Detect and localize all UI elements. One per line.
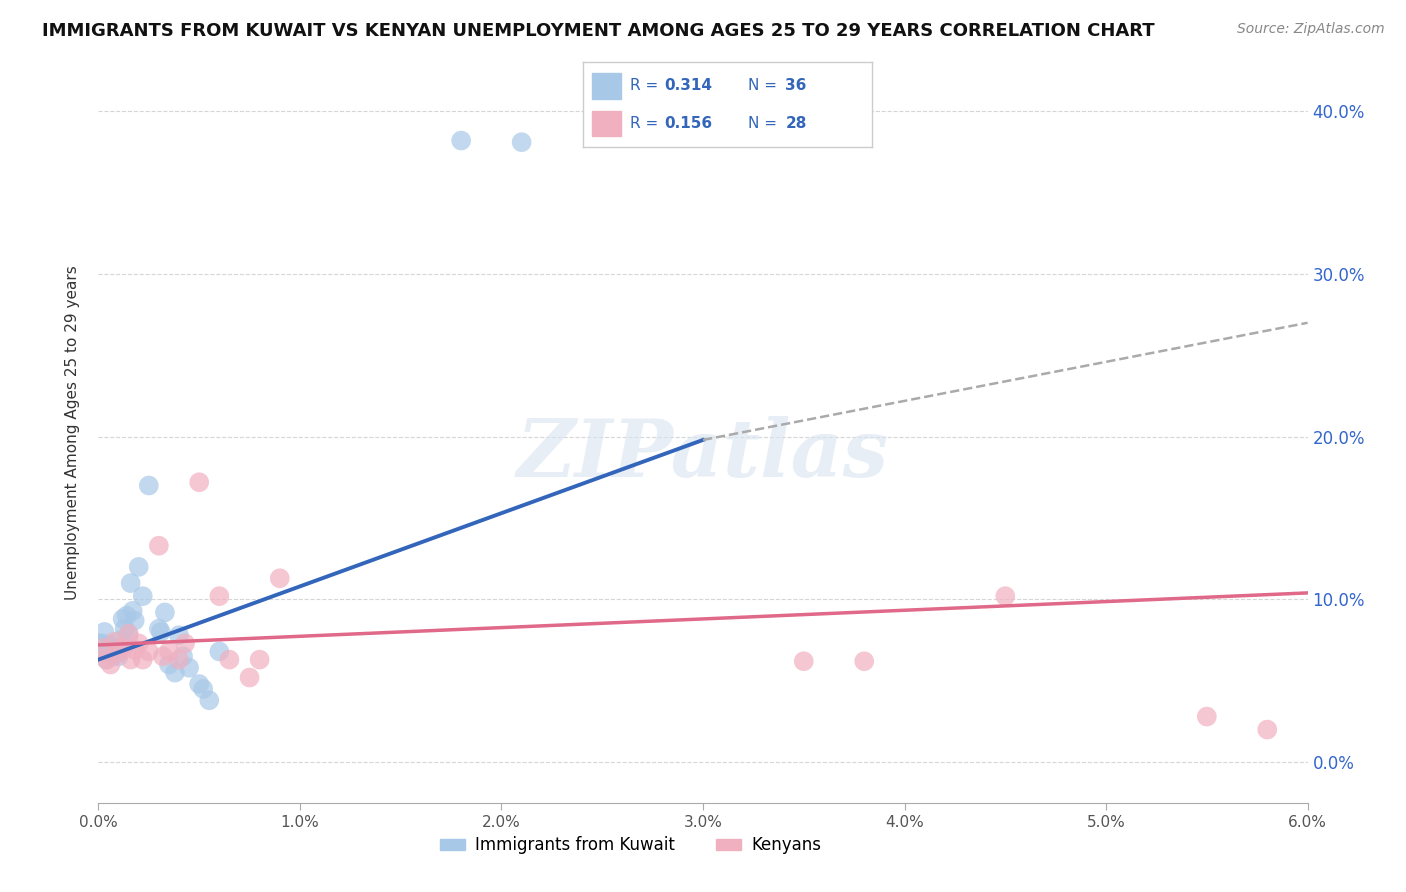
Point — [157, 644, 180, 658]
Point — [96, 652, 118, 666]
Point — [114, 622, 136, 636]
Point — [172, 649, 194, 664]
Point — [107, 646, 129, 660]
Point — [89, 644, 111, 658]
Point — [101, 649, 124, 664]
Point — [149, 624, 172, 639]
Point — [208, 644, 231, 658]
Point — [163, 665, 186, 680]
Point — [152, 649, 174, 664]
Point — [1195, 709, 1218, 723]
Point — [167, 652, 190, 666]
Point — [148, 539, 170, 553]
Point — [174, 636, 197, 650]
Point — [121, 604, 143, 618]
Point — [97, 644, 120, 658]
Point — [1256, 723, 1278, 737]
Bar — [592, 111, 621, 136]
Text: 36: 36 — [785, 78, 807, 94]
Text: R =: R = — [630, 78, 662, 94]
Point — [105, 641, 128, 656]
Point — [188, 677, 211, 691]
Y-axis label: Unemployment Among Ages 25 to 29 years: Unemployment Among Ages 25 to 29 years — [65, 265, 80, 600]
Point — [249, 652, 271, 666]
Point — [198, 693, 221, 707]
Point — [103, 643, 125, 657]
Point — [138, 478, 160, 492]
Point — [115, 608, 138, 623]
Point — [91, 641, 114, 656]
Point — [100, 657, 122, 672]
Point — [110, 633, 132, 648]
Point — [124, 643, 146, 657]
Text: Source: ZipAtlas.com: Source: ZipAtlas.com — [1237, 22, 1385, 37]
Point — [148, 622, 170, 636]
Point — [193, 681, 215, 696]
Point — [208, 589, 231, 603]
Point — [120, 576, 142, 591]
Text: 28: 28 — [785, 116, 807, 131]
Point — [103, 634, 125, 648]
Point — [188, 475, 211, 490]
Text: N =: N = — [748, 78, 782, 94]
Point — [111, 612, 134, 626]
Point — [450, 134, 472, 148]
Point — [157, 657, 180, 672]
Point — [124, 614, 146, 628]
Point — [118, 628, 141, 642]
Text: 0.314: 0.314 — [664, 78, 713, 94]
Point — [167, 628, 190, 642]
Point — [93, 624, 115, 639]
Point — [118, 626, 141, 640]
Bar — [592, 73, 621, 99]
Legend: Immigrants from Kuwait, Kenyans: Immigrants from Kuwait, Kenyans — [433, 830, 828, 861]
Point — [107, 649, 129, 664]
Point — [96, 652, 118, 666]
Point — [269, 571, 291, 585]
Point — [128, 636, 150, 650]
Text: ZIPatlas: ZIPatlas — [517, 416, 889, 493]
Point — [91, 636, 114, 650]
Text: R =: R = — [630, 116, 662, 131]
Point — [179, 661, 201, 675]
Text: 0.156: 0.156 — [664, 116, 713, 131]
Point — [100, 638, 122, 652]
Point — [239, 671, 262, 685]
Text: IMMIGRANTS FROM KUWAIT VS KENYAN UNEMPLOYMENT AMONG AGES 25 TO 29 YEARS CORRELAT: IMMIGRANTS FROM KUWAIT VS KENYAN UNEMPLO… — [42, 22, 1154, 40]
Point — [994, 589, 1017, 603]
Point — [87, 636, 110, 650]
Point — [132, 652, 155, 666]
Point — [793, 654, 815, 668]
Point — [132, 589, 155, 603]
Point — [153, 606, 176, 620]
Point — [138, 644, 160, 658]
Point — [111, 641, 134, 656]
Text: N =: N = — [748, 116, 782, 131]
Point — [128, 559, 150, 574]
Point — [218, 652, 240, 666]
Point — [120, 652, 142, 666]
Point — [853, 654, 876, 668]
Point — [510, 135, 533, 149]
